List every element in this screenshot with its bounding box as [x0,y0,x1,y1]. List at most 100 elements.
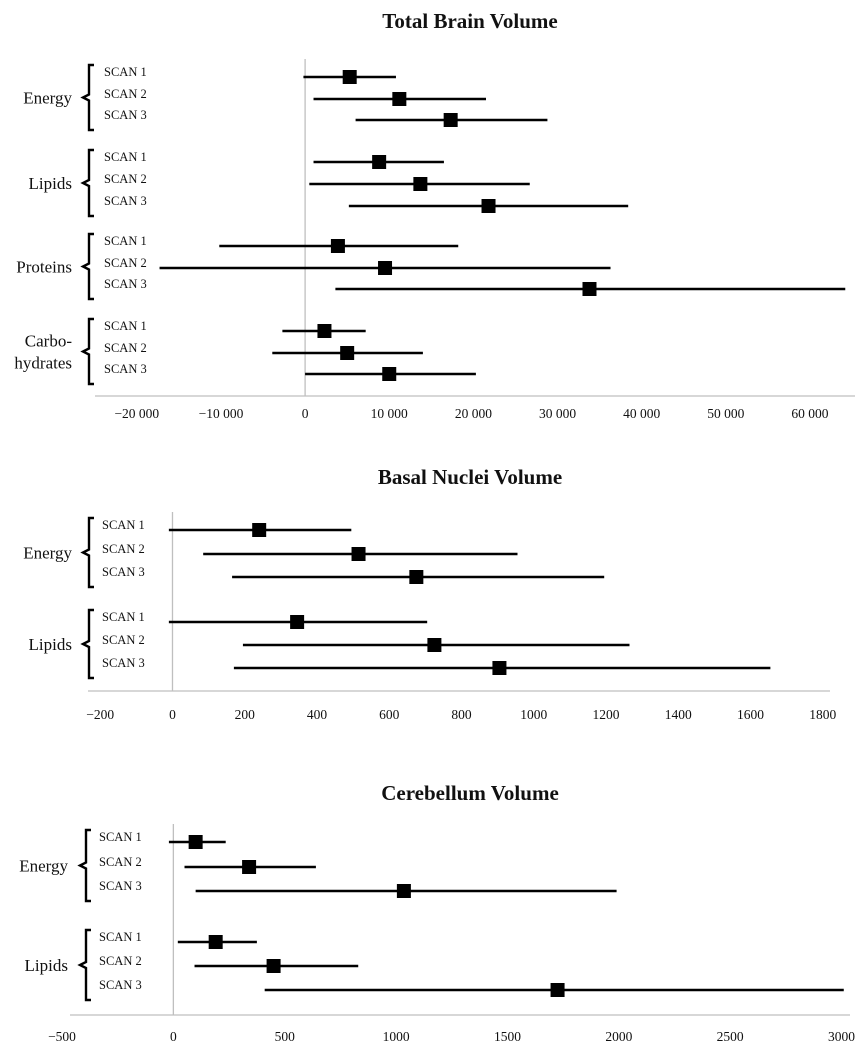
estimate-marker [372,155,387,169]
group-0: Energy SCAN 1 SCAN 2 SCAN 3 [23,63,548,132]
group-1: Lipids SCAN 1 SCAN 2 SCAN 3 [25,928,844,1002]
estimate-marker [252,523,267,537]
scan-label: SCAN 1 [104,319,147,333]
chart-panel-2: Basal Nuclei Volume −200 0 200 400 600 800 1000… [23,465,836,722]
x-tick-label: 2500 [717,1029,744,1044]
group-label: Lipids [25,956,68,975]
scan-label: SCAN 3 [99,879,142,893]
estimate-marker [413,177,428,191]
x-tick-label: 0 [169,707,176,722]
x-tick-label: 1000 [520,707,547,722]
estimate-marker [342,70,357,84]
scan-label: SCAN 1 [104,65,147,79]
x-tick-label: −20 000 [114,406,159,421]
estimate-marker [242,860,257,874]
scan-label: SCAN 2 [102,542,145,556]
estimate-marker [427,638,442,652]
estimate-marker [188,835,203,849]
x-tick-label: 1600 [737,707,764,722]
x-tick-label: −200 [86,707,114,722]
estimate-marker [290,615,305,629]
group-bracket [80,317,94,386]
estimate-marker [382,367,397,381]
group-0: Energy SCAN 1 SCAN 2 SCAN 3 [19,828,617,903]
x-tick-label: 60 000 [791,406,828,421]
x-tick-label: 1000 [383,1029,410,1044]
group-0: Energy SCAN 1 SCAN 2 SCAN 3 [23,516,605,589]
x-tick-label: −10 000 [199,406,244,421]
group-label: Energy [23,544,72,563]
group-2: Proteins SCAN 1 SCAN 2 SCAN 3 [16,232,846,301]
x-tick-label: 500 [275,1029,296,1044]
scan-label: SCAN 1 [99,830,142,844]
x-tick-label: 800 [451,707,472,722]
scan-label: SCAN 3 [104,108,147,122]
group-bracket [80,608,94,680]
x-tick-label: 600 [379,707,400,722]
chart-title: Total Brain Volume [382,9,557,33]
estimate-marker [396,884,411,898]
x-tick-label: 1800 [809,707,836,722]
group-label: Proteins [16,258,72,277]
estimate-marker [330,239,345,253]
scan-label: SCAN 3 [104,277,147,291]
estimate-marker [550,983,565,997]
estimate-marker [492,661,507,675]
group-bracket [77,828,91,903]
estimate-marker [208,935,223,949]
scan-label: SCAN 1 [102,610,145,624]
x-tick-label: 200 [235,707,256,722]
group-label: Lipids [29,635,72,654]
group-3: Carbo-hydrates SCAN 1 SCAN 2 SCAN 3 [14,317,476,386]
group-label: Lipids [29,174,72,193]
estimate-marker [481,199,496,213]
x-tick-label: 40 000 [623,406,660,421]
estimate-marker [317,324,332,338]
estimate-marker [392,92,407,106]
scan-label: SCAN 3 [104,362,147,376]
x-tick-label: 1500 [494,1029,521,1044]
x-tick-label: 10 000 [371,406,408,421]
estimate-marker [340,346,355,360]
scan-label: SCAN 2 [104,256,147,270]
estimate-marker [443,113,458,127]
scan-label: SCAN 1 [104,234,147,248]
group-bracket [77,928,91,1002]
group-label: Energy [23,89,72,108]
scan-label: SCAN 1 [104,150,147,164]
scan-label: SCAN 2 [104,341,147,355]
group-bracket [80,148,94,218]
x-tick-label: 0 [302,406,309,421]
x-tick-label: −500 [48,1029,76,1044]
chart-title: Basal Nuclei Volume [378,465,562,489]
scan-label: SCAN 2 [99,954,142,968]
group-1: Lipids SCAN 1 SCAN 2 SCAN 3 [29,148,629,218]
estimate-marker [582,282,597,296]
estimate-marker [378,261,393,275]
x-tick-label: 2000 [605,1029,632,1044]
estimate-marker [409,570,424,584]
group-1: Lipids SCAN 1 SCAN 2 SCAN 3 [29,608,771,680]
x-tick-label: 30 000 [539,406,576,421]
x-tick-label: 3000 [828,1029,855,1044]
scan-label: SCAN 3 [102,656,145,670]
group-label: Energy [19,857,68,876]
scan-label: SCAN 3 [99,978,142,992]
x-tick-label: 1400 [665,707,692,722]
x-tick-label: 400 [307,707,328,722]
estimate-marker [351,547,366,561]
group-bracket [80,232,94,301]
x-tick-label: 1200 [593,707,620,722]
x-tick-label: 50 000 [707,406,744,421]
scan-label: SCAN 3 [104,194,147,208]
x-tick-label: 20 000 [455,406,492,421]
scan-label: SCAN 2 [99,855,142,869]
estimate-marker [266,959,281,973]
chart-panel-1: Total Brain Volume −20 000 −10 000 0 10 000 2… [14,9,855,421]
scan-label: SCAN 2 [102,633,145,647]
scan-label: SCAN 3 [102,565,145,579]
scan-label: SCAN 1 [102,518,145,532]
scan-label: SCAN 2 [104,172,147,186]
chart-panel-3: Cerebellum Volume −500 0 500 1000 1500 2000 250… [19,781,855,1044]
